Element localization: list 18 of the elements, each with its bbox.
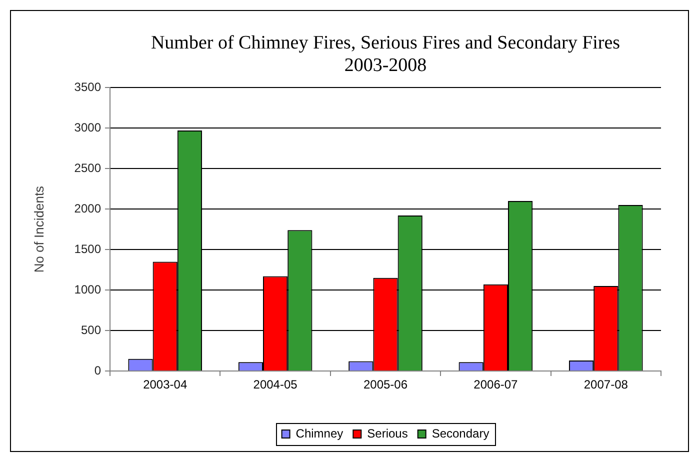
- legend-label: Serious: [367, 426, 408, 440]
- y-tick-label: 1000: [74, 282, 102, 296]
- x-tick-label: 2003-04: [143, 378, 188, 392]
- y-axis-title: No of Incidents: [31, 185, 46, 273]
- y-tick-label: 3000: [74, 120, 102, 134]
- y-tick-label: 3500: [74, 80, 102, 94]
- y-tick-label: 0: [94, 363, 102, 378]
- chart-title: Number of Chimney Fires, Serious Fires and Secondary Fires 2003-2008: [150, 32, 620, 76]
- x-tick-label: 2004-05: [253, 378, 298, 392]
- legend-label: Secondary: [432, 426, 490, 440]
- y-tick-label: 2500: [74, 160, 102, 175]
- y-tick-label: 2000: [74, 201, 102, 216]
- legend-label: Chimney: [296, 426, 344, 440]
- x-tick-label: 2006-07: [474, 378, 518, 392]
- x-tick-label: 2005-06: [363, 378, 408, 392]
- x-tick-label: 2007-08: [584, 378, 628, 392]
- y-tick-label: 500: [80, 322, 102, 337]
- y-tick-label: 1500: [74, 242, 102, 256]
